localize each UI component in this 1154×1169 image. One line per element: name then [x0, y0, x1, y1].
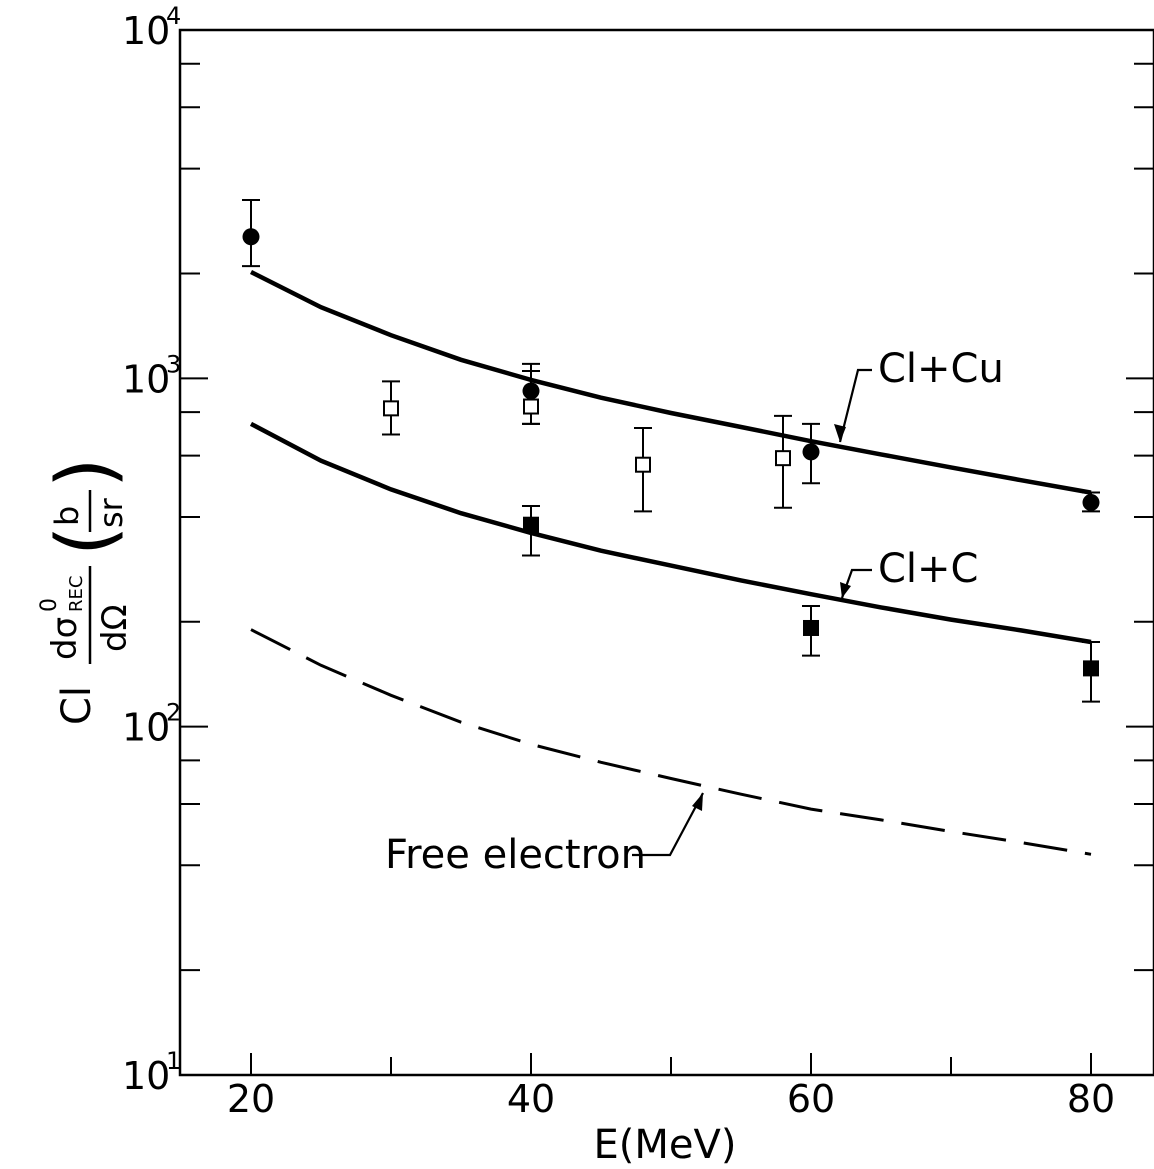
data-point	[802, 422, 820, 485]
y-tick-label-exponent: 4	[166, 2, 181, 30]
x-axis-label: E(MeV)	[594, 1122, 737, 1168]
y-label-subscript: REC	[66, 576, 87, 612]
y-axis-label: Cl dσ 0 REC dΩ ( b sr )	[37, 458, 135, 725]
data-point	[242, 199, 260, 268]
marker-open-square	[383, 400, 399, 417]
data-point	[382, 380, 400, 436]
y-tick-label-exponent: 2	[166, 699, 181, 727]
y-label-paren-open: (	[41, 526, 131, 556]
x-tick-label: 40	[507, 1077, 555, 1121]
marker-filled-circle	[802, 443, 820, 461]
annotation-cl-cu: Cl+Cu	[834, 346, 1004, 443]
annotation-cl-c-label: Cl+C	[878, 546, 979, 592]
y-tick-label-exponent: 3	[166, 350, 181, 378]
annotation-cl-cu-label: Cl+Cu	[878, 346, 1004, 392]
data-point	[1082, 641, 1100, 703]
annotation-cl-c-leader	[840, 568, 872, 599]
curves-group	[249, 269, 1092, 856]
x-tick-label: 80	[1067, 1077, 1115, 1121]
marker-filled-square	[803, 619, 819, 636]
y-tick-label-base: 10	[122, 357, 170, 401]
marker-filled-circle	[1082, 494, 1100, 512]
y-tick-label: 104	[122, 2, 181, 53]
y-label-denominator: dΩ	[95, 604, 135, 652]
y-tick-label: 102	[122, 699, 181, 750]
ticks-group	[180, 62, 1154, 1076]
data-point	[1082, 491, 1100, 513]
plot-frame	[178, 28, 1154, 1077]
marker-open-square	[775, 450, 791, 467]
series-line	[249, 269, 1092, 495]
marker-open-square	[523, 398, 539, 415]
x-tick-label: 20	[227, 1077, 275, 1121]
annotation-cl-c: Cl+C	[840, 546, 979, 599]
data-point	[634, 427, 652, 513]
marker-filled-square	[1083, 660, 1099, 677]
x-tick-label: 60	[787, 1077, 835, 1121]
annotation-free-electron-arrowhead	[692, 793, 703, 811]
y-tick-label-base: 10	[122, 1054, 170, 1098]
y-tick-label-base: 10	[122, 9, 170, 53]
y-tick-label-exponent: 1	[166, 1047, 181, 1075]
y-label-unit-numerator: b	[48, 506, 86, 526]
y-label-prefix: Cl	[54, 686, 100, 725]
series-line	[249, 421, 1092, 645]
plot-frame-group	[178, 28, 1154, 1077]
marker-filled-circle	[242, 228, 260, 246]
annotation-cl-c-arrowhead	[840, 582, 851, 598]
marker-open-square	[635, 456, 651, 473]
annotation-cl-cu-arrowhead	[834, 424, 846, 442]
y-tick-label: 101	[122, 1047, 181, 1098]
data-point	[522, 505, 540, 557]
annotation-free-electron-leader	[632, 792, 704, 857]
y-tick-label: 103	[122, 350, 181, 401]
data-points-group	[242, 199, 1100, 703]
y-label-paren-close: )	[41, 458, 131, 488]
y-label-superscript: 0	[37, 598, 62, 612]
data-point	[522, 369, 540, 425]
annotation-free-electron-label: Free electron	[385, 832, 646, 878]
data-point	[774, 414, 792, 509]
y-label-numerator: dσ	[45, 617, 85, 660]
series-line	[250, 628, 1092, 856]
annotation-free-electron: Free electron	[385, 792, 704, 878]
annotation-cl-cu-leader	[838, 368, 872, 443]
data-point	[802, 605, 820, 657]
marker-filled-square	[523, 516, 539, 533]
y-label-unit-denominator: sr	[92, 497, 130, 528]
y-tick-label-base: 10	[122, 706, 170, 750]
